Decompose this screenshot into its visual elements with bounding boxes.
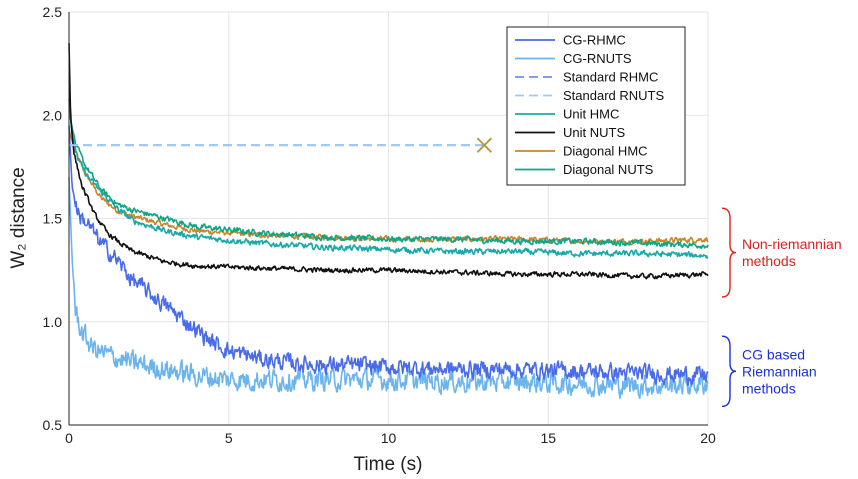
annotation-label: Riemannian	[742, 363, 817, 379]
x-tick-label: 20	[700, 430, 716, 446]
y-axis-title: W₂ distance	[8, 167, 29, 268]
legend: CG-RHMC CG-RNUTS Standard RHMC Standard RNU…	[506, 26, 686, 186]
annotation-brace	[721, 207, 737, 298]
y-tick-label: 0.5	[43, 417, 63, 433]
legend-label: Diagonal HMC	[563, 144, 648, 159]
annotation-label: CG based	[742, 346, 805, 362]
y-tick-label: 2.5	[43, 4, 63, 20]
legend-label: Unit HMC	[563, 107, 619, 122]
legend-label: CG-RHMC	[563, 33, 626, 48]
x-tick-label: 15	[540, 430, 556, 446]
tick-labels: 0 5 10 15 20 0.5 1.0 1.5 2.0 2.5	[43, 4, 716, 446]
markers	[476, 137, 492, 153]
series-lines	[68, 42, 709, 400]
y-tick-label: 2.0	[43, 107, 63, 123]
legend-label: Diagonal NUTS	[563, 162, 654, 177]
axes	[68, 12, 708, 426]
legend-label: CG-RNUTS	[563, 51, 632, 66]
x-tick-label: 0	[65, 430, 73, 446]
legend-label: Standard RNUTS	[563, 88, 664, 103]
legend-label: Standard RHMC	[563, 70, 658, 85]
series-line-diagonal-nuts	[68, 110, 709, 249]
legend-label: Unit NUTS	[563, 125, 625, 140]
annotation-label: Non-riemannian	[742, 236, 842, 252]
series-line-cg-rhmc	[68, 125, 709, 387]
x-tick-label: 5	[225, 430, 233, 446]
y-tick-label: 1.0	[43, 314, 63, 330]
y-tick-label: 1.5	[43, 211, 63, 227]
annotation-brace	[721, 335, 737, 408]
x-axis-title: Time (s)	[354, 454, 423, 475]
series-line-unit-hmc	[68, 98, 709, 259]
series-line-unit-nuts	[68, 42, 709, 280]
annotation-label: methods	[742, 380, 796, 396]
x-marker-stroke	[476, 137, 492, 153]
x-tick-label: 10	[381, 430, 397, 446]
x-marker	[476, 137, 492, 153]
series-line-cg-rnuts	[68, 177, 709, 400]
legend-box	[506, 26, 686, 186]
annotation-label: methods	[742, 253, 796, 269]
